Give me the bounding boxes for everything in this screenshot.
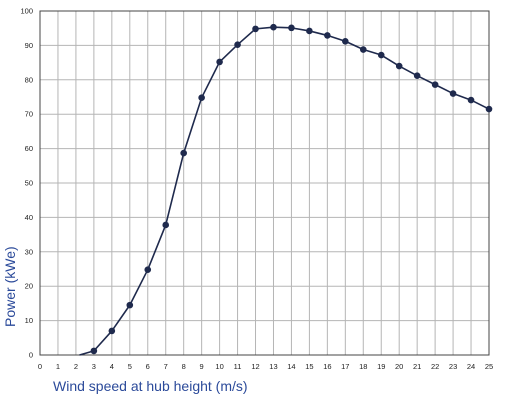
y-tick-label-60: 60 xyxy=(25,144,33,153)
x-tick-label-17: 17 xyxy=(341,362,349,371)
x-tick-label-15: 15 xyxy=(305,362,313,371)
x-tick-label-16: 16 xyxy=(323,362,331,371)
y-tick-label-50: 50 xyxy=(25,179,33,188)
data-point-13 xyxy=(270,23,277,31)
data-point-24 xyxy=(467,96,475,104)
data-point-23 xyxy=(449,90,457,97)
plot-frame xyxy=(39,10,490,356)
x-tick-label-11: 11 xyxy=(234,362,242,371)
data-point-21 xyxy=(413,72,421,79)
x-tick-label-22: 22 xyxy=(431,362,439,371)
data-point-7 xyxy=(162,221,170,229)
y-axis-title: Power (kWe) xyxy=(2,246,18,327)
data-point-17 xyxy=(342,37,349,45)
x-tick-label-25: 25 xyxy=(485,362,493,371)
data-point-4 xyxy=(108,327,116,335)
y-tick-label-0: 0 xyxy=(29,351,33,360)
x-tick-label-0: 0 xyxy=(38,362,42,371)
y-tick-label-90: 90 xyxy=(25,41,33,50)
data-point-20 xyxy=(395,62,403,70)
data-point-18 xyxy=(359,46,367,53)
data-point-11 xyxy=(234,41,241,49)
x-tick-label-12: 12 xyxy=(251,362,259,371)
series-group xyxy=(79,23,493,356)
x-tick-label-24: 24 xyxy=(467,362,475,371)
y-tick-label-80: 80 xyxy=(25,75,33,84)
x-tick-label-18: 18 xyxy=(359,362,367,371)
x-tick-label-2: 2 xyxy=(74,362,78,371)
x-tick-label-19: 19 xyxy=(377,362,385,371)
y-tick-labels: 0 10 20 30 40 50 60 70 80 90 100 xyxy=(20,7,33,360)
y-tick-label-100: 100 xyxy=(20,7,33,16)
data-point-19 xyxy=(377,51,385,59)
x-tick-label-13: 13 xyxy=(269,362,277,371)
data-point-8 xyxy=(180,149,187,157)
x-tick-label-20: 20 xyxy=(395,362,403,371)
x-tick-label-8: 8 xyxy=(182,362,186,371)
data-point-16 xyxy=(324,32,331,39)
x-tick-label-1: 1 xyxy=(56,362,60,371)
plot-border xyxy=(39,10,490,356)
x-tick-label-23: 23 xyxy=(449,362,457,371)
series-line-0 xyxy=(79,26,490,356)
x-tick-label-21: 21 xyxy=(413,362,421,371)
y-tick-label-20: 20 xyxy=(25,282,33,291)
y-tick-label-70: 70 xyxy=(25,110,33,119)
data-point-6 xyxy=(144,266,152,273)
y-tick-label-10: 10 xyxy=(25,316,33,325)
grid xyxy=(39,10,490,356)
data-point-10 xyxy=(216,58,223,66)
data-point-22 xyxy=(431,81,439,88)
data-point-5 xyxy=(126,301,134,309)
data-point-3 xyxy=(90,347,98,355)
x-tick-label-4: 4 xyxy=(110,362,114,371)
data-point-14 xyxy=(288,24,295,32)
x-tick-label-6: 6 xyxy=(146,362,150,371)
x-tick-label-7: 7 xyxy=(164,362,168,371)
data-point-9 xyxy=(198,94,205,101)
y-tick-label-30: 30 xyxy=(25,247,33,256)
x-axis-title: Wind speed at hub height (m/s) xyxy=(53,378,248,394)
data-point-25 xyxy=(485,105,493,113)
data-point-15 xyxy=(306,27,313,35)
data-point-12 xyxy=(252,25,259,33)
x-tick-label-10: 10 xyxy=(215,362,223,371)
y-tick-label-40: 40 xyxy=(25,213,33,222)
x-tick-label-9: 9 xyxy=(200,362,204,371)
x-tick-labels: 0 1 2 3 4 5 6 7 8 9 10 11 12 13 14 15 16 17 18 19 20 21 22 23 24… xyxy=(38,362,493,371)
x-tick-label-3: 3 xyxy=(92,362,96,371)
x-tick-label-14: 14 xyxy=(287,362,295,371)
x-tick-label-5: 5 xyxy=(128,362,132,371)
